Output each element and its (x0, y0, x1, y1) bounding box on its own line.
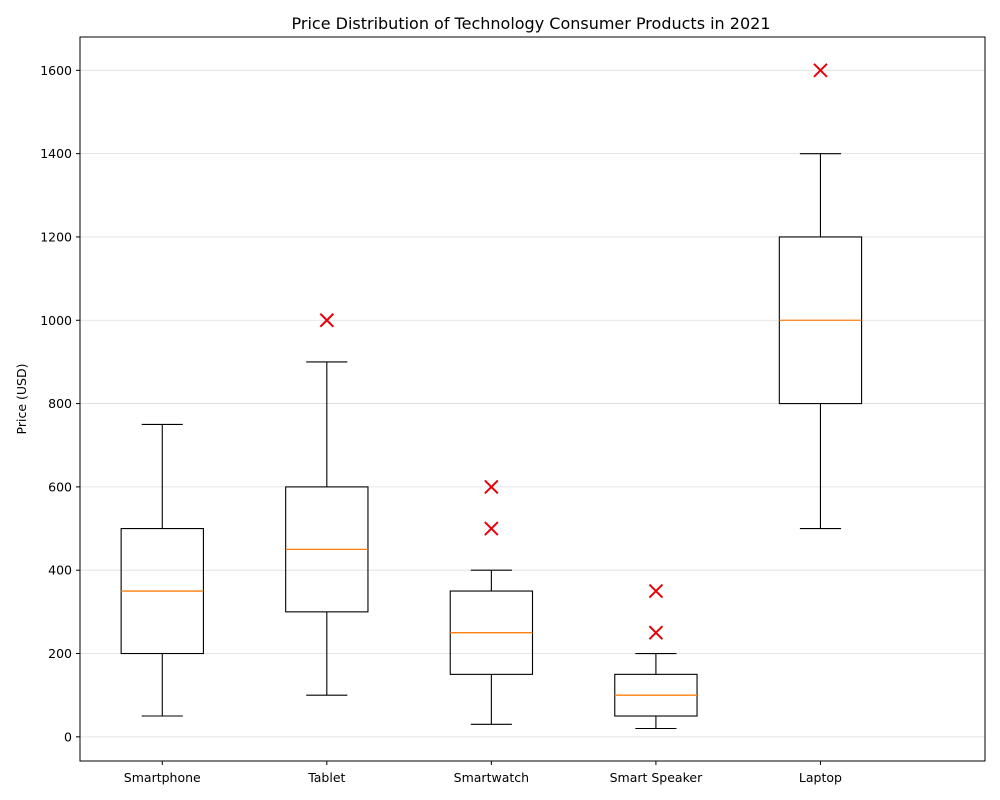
y-tick-label: 200 (48, 646, 72, 661)
outlier-marker (484, 479, 499, 495)
y-axis: 0 200 400 600 800 1000 1200 1400 1600 (40, 63, 80, 744)
y-axis-label: Price (USD) (14, 364, 29, 435)
box-laptop (778, 63, 863, 530)
y-tick-label: 800 (48, 396, 72, 411)
outlier-stroke (648, 625, 664, 640)
outlier-marker (813, 63, 828, 78)
outlier-marker (648, 625, 664, 640)
box-smartwatch (449, 479, 534, 725)
outlier-stroke (648, 583, 664, 599)
y-tick-label: 1200 (40, 229, 72, 244)
box-tablet (285, 313, 369, 696)
outlier-marker (319, 313, 335, 328)
outlier-stroke (484, 521, 499, 536)
box-series (120, 63, 863, 730)
x-axis: Smartphone Tablet Smartwatch Smart Speaker L… (124, 761, 842, 785)
y-tick-label: 400 (48, 563, 72, 578)
outlier-stroke (319, 313, 335, 328)
y-tick-label: 1600 (40, 63, 72, 78)
y-tick-label: 600 (48, 479, 72, 494)
y-tick-label: 1000 (40, 313, 72, 328)
chart-title: Price Distribution of Technology Consume… (292, 14, 771, 33)
y-tick-label: 1400 (40, 146, 72, 161)
grid-lines (80, 69, 985, 738)
outlier-marker (648, 583, 664, 599)
box-smartphone (120, 423, 204, 717)
outlier-stroke (484, 479, 499, 495)
x-tick-label: Smartphone (124, 770, 201, 785)
box-smart-speaker (614, 583, 698, 730)
plot-area-frame (79, 36, 986, 762)
x-tick-label: Tablet (307, 770, 345, 785)
x-tick-label: Smart Speaker (610, 770, 703, 785)
x-tick-label: Smartwatch (454, 770, 529, 785)
outlier-marker (484, 521, 499, 536)
x-tick-label: Laptop (799, 770, 842, 785)
y-tick-label: 0 (64, 729, 72, 744)
outlier-stroke (813, 63, 828, 78)
